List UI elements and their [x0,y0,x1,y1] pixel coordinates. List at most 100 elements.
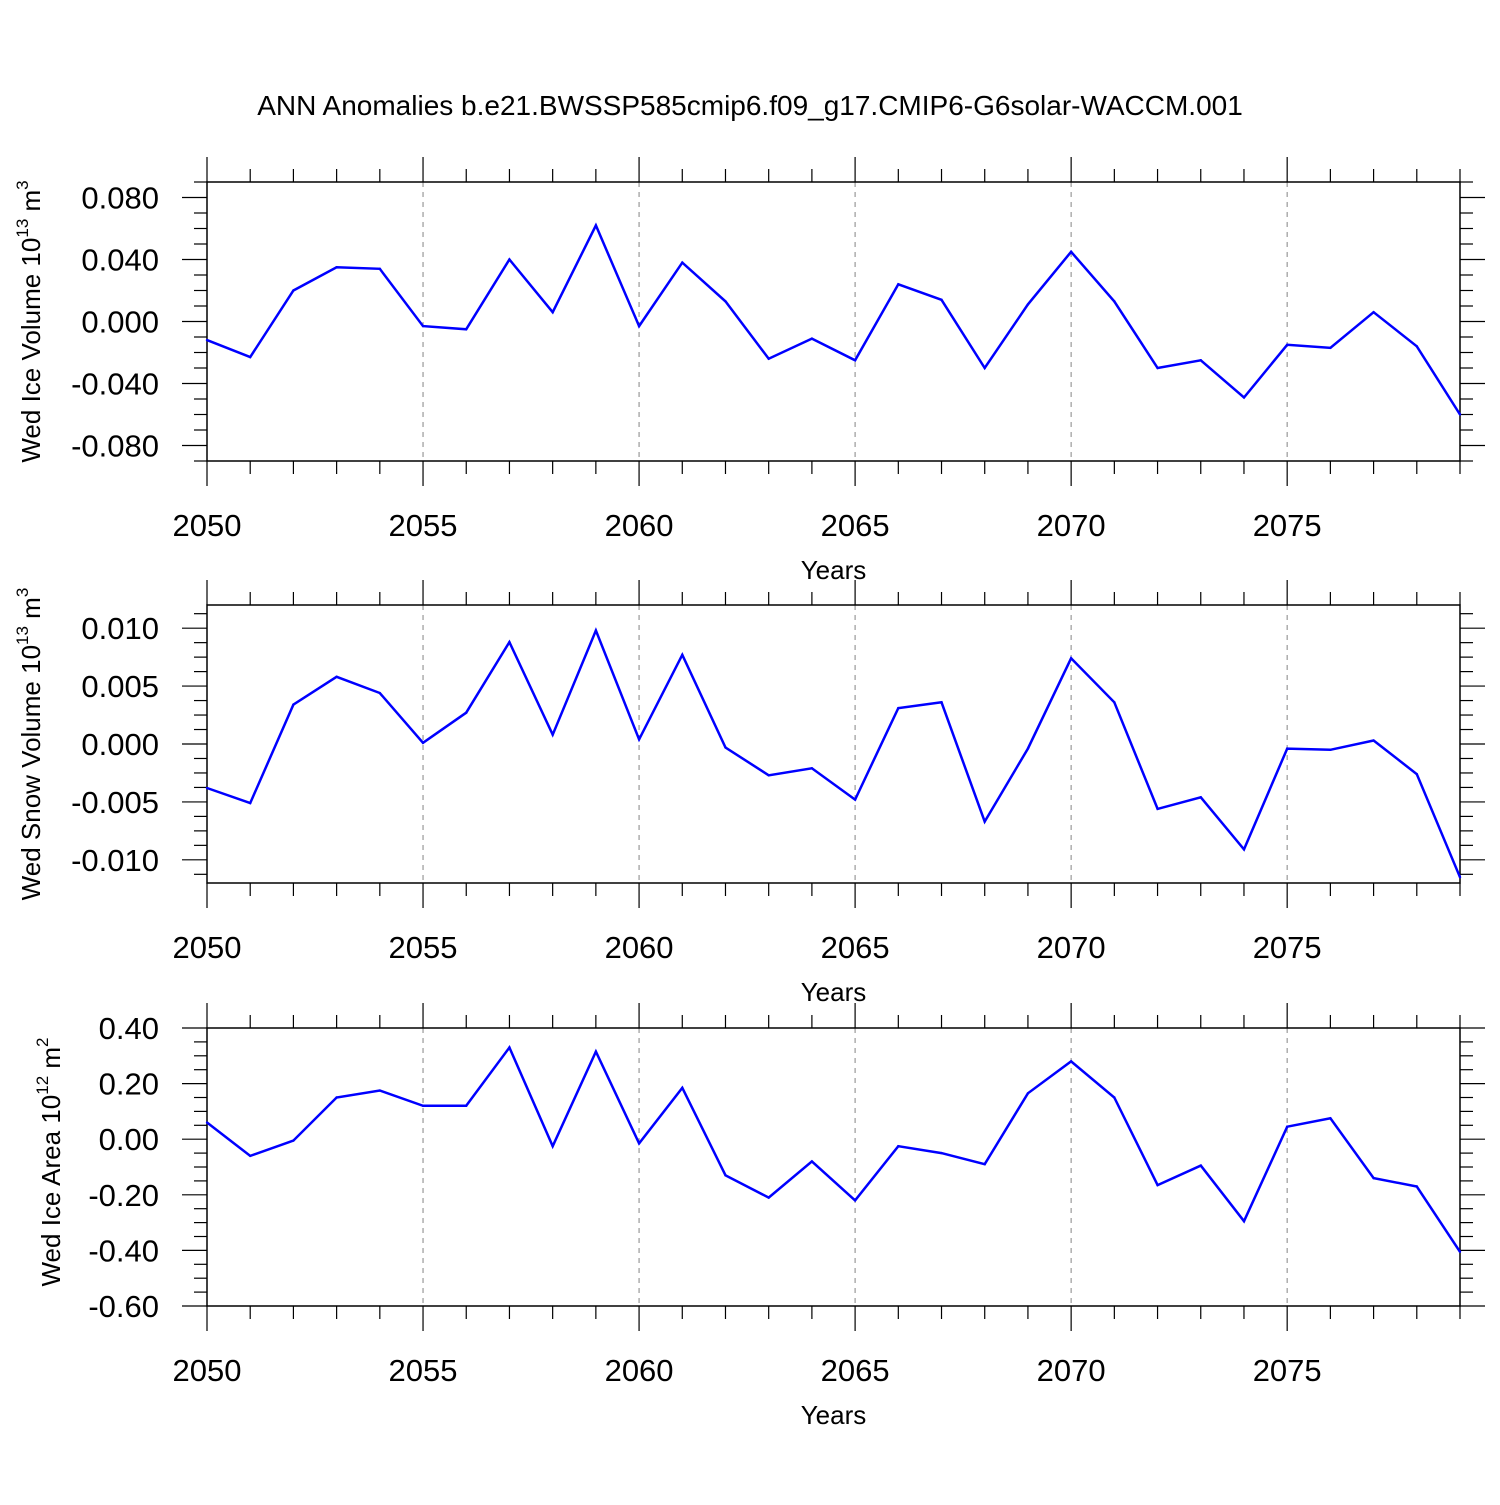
data-point [1329,346,1332,350]
x-axis-label: Years [801,555,867,585]
data-point [983,366,986,370]
data-point [594,1050,598,1053]
data-point [421,324,425,328]
y-tick-label: -0.60 [88,1289,159,1324]
data-point [551,311,554,314]
data-point [983,820,986,823]
data-point [724,746,727,749]
data-point [594,224,598,227]
data-point [1156,1183,1159,1187]
data-point [508,258,511,261]
plot-frame [206,181,1461,462]
x-tick-label: 2070 [1037,508,1106,543]
plot-frame [206,604,1461,884]
data-point [853,1199,857,1202]
data-point [1372,311,1375,314]
panel-3: 0.40 0.20 0.00 -0.20 -0.40 -0.60 2050 2055 2060 2… [33,1003,1485,1430]
x-tick-label: 2055 [389,508,458,543]
data-point [1415,345,1418,348]
data-point [1415,1185,1418,1188]
x-tick-label: 2075 [1253,930,1322,965]
data-point [1156,807,1159,811]
data-point [335,266,338,269]
y-tick-label: 0.40 [99,1011,159,1046]
data-point [205,1121,209,1124]
x-tick-label: 2065 [821,1353,890,1388]
y-tick-label: 0.000 [81,727,159,762]
y-tick-label: 0.005 [81,669,159,704]
y-tick-label: 0.010 [81,611,159,646]
data-point [1329,748,1332,751]
data-point [292,1139,295,1142]
y-tick-label: 0.00 [99,1122,159,1157]
y-axis-label: Wed Snow Volume 1013 m3 [13,588,46,901]
data-point [1458,1250,1462,1253]
y-tick-label: 0.20 [99,1067,159,1102]
data-point [853,359,857,362]
plot-frame [206,1027,1461,1307]
data-point [594,629,598,632]
x-tick-label: 2055 [389,1353,458,1388]
data-point [1026,1092,1030,1095]
y-tick-label: -0.010 [71,843,159,878]
data-point [1242,848,1246,851]
y-tick-label: -0.040 [71,367,159,402]
chart-title: ANN Anomalies b.e21.BWSSP585cmip6.f09_g1… [257,90,1243,121]
data-point [637,324,641,328]
data-point [378,267,382,270]
data-point [249,1154,252,1158]
panel-1: 0.080 0.040 0.000 -0.040 -0.080 2050 2055 2060 2… [13,157,1485,585]
x-tick-label: 2050 [173,1353,242,1388]
data-point [637,1142,641,1145]
data-point [1199,1164,1202,1167]
data-point [940,1151,943,1155]
data-point [1372,1176,1375,1180]
data-point [508,1046,511,1049]
x-tick-label: 2065 [821,930,890,965]
data-point [897,1144,900,1148]
data-point [1069,1060,1073,1063]
data-point [853,798,857,801]
data-point [1113,701,1116,704]
data-point [767,1196,770,1199]
data-point [897,706,900,710]
x-tick-label: 2050 [173,930,242,965]
series-line [206,1045,1462,1253]
data-point [1113,300,1116,303]
data-point [1372,739,1375,742]
series-line [206,627,1462,878]
data-point [335,1096,338,1099]
x-tick-label: 2070 [1037,1353,1106,1388]
data-point [551,733,554,736]
data-point [205,338,209,342]
data-point [508,640,511,644]
data-point [1156,366,1159,370]
data-point [1458,413,1462,416]
y-tick-label: -0.005 [71,785,159,820]
data-point [1285,1125,1289,1128]
data-point [292,703,295,706]
y-tick-label: -0.20 [88,1178,159,1213]
data-point [465,328,468,331]
data-point [551,1144,554,1148]
y-axis-label: Wed Ice Volume 1013 m3 [13,180,46,462]
data-point [1242,396,1246,399]
data-point [940,701,943,704]
data-point [810,1160,814,1163]
data-point [724,1174,727,1177]
data-point [637,738,641,741]
data-point [1113,1096,1116,1099]
data-point [1285,747,1289,750]
x-tick-label: 2075 [1253,1353,1322,1388]
data-point [1026,747,1030,750]
data-point [810,337,814,340]
y-tick-label: 0.080 [81,181,159,216]
y-tick-label: -0.080 [71,429,159,464]
x-axis-label: Years [801,1400,867,1430]
data-point [378,691,382,695]
data-point [465,711,468,714]
data-point [292,289,295,292]
x-tick-label: 2060 [605,1353,674,1388]
